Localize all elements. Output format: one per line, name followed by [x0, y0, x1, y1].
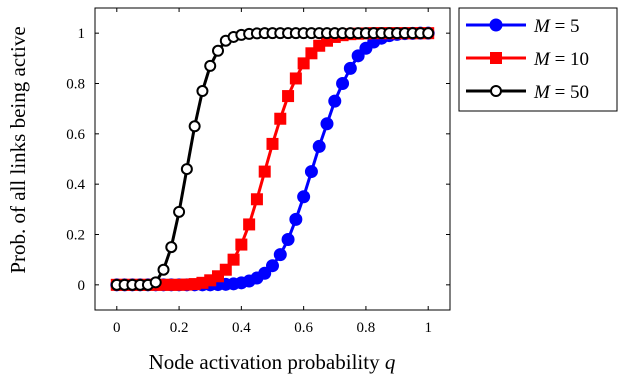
data-point	[266, 259, 279, 273]
data-point	[258, 165, 271, 178]
y-tick-label: 0.8	[66, 77, 85, 93]
data-point	[188, 120, 201, 133]
data-point	[289, 72, 302, 85]
data-point	[305, 47, 318, 60]
data-point	[219, 263, 232, 276]
legend-label: M = 50	[533, 82, 589, 103]
x-tick-label: 0.2	[170, 320, 189, 336]
data-point	[173, 205, 186, 218]
data-point	[196, 85, 209, 98]
series-3	[110, 27, 435, 291]
data-point	[250, 193, 263, 206]
y-tick-label: 1	[78, 26, 86, 42]
x-tick-label: 0	[113, 320, 121, 336]
x-tick-label: 0.6	[294, 320, 313, 336]
data-point	[157, 263, 170, 276]
legend: M = 5 M = 10 M = 50	[458, 7, 618, 112]
data-point	[212, 270, 225, 283]
legend-entry: M = 5	[466, 16, 580, 37]
data-point	[149, 276, 162, 289]
legend-swatch-marker	[490, 85, 502, 97]
plot-frame	[94, 7, 451, 311]
legend-swatch-marker	[490, 52, 502, 64]
data-point	[281, 233, 295, 247]
x-axis-label: Node activation probability q	[149, 350, 396, 374]
x-axis-label-main: Node activation probability	[149, 350, 385, 374]
y-axis-label: Prob. of all links being active	[6, 26, 30, 273]
data-point	[297, 57, 310, 70]
data-point	[212, 44, 225, 57]
data-point	[343, 61, 357, 75]
ticks: 0 0.2 0.4 0.6 0.8 1 0 0.2 0.4 0.6 0.8 1	[66, 8, 450, 336]
data-point	[266, 137, 279, 150]
x-tick-label: 0.4	[232, 320, 251, 336]
x-tick-label: 0.8	[357, 320, 376, 336]
x-tick-label: 1	[424, 320, 432, 336]
data-point	[274, 112, 287, 125]
data-point	[312, 139, 326, 153]
series	[110, 26, 435, 292]
data-point	[180, 163, 193, 176]
data-point	[282, 90, 295, 103]
x-axis-label-variable: q	[385, 350, 396, 374]
data-point	[235, 238, 248, 251]
legend-swatch-marker	[489, 18, 503, 32]
data-point	[258, 266, 272, 280]
data-point	[422, 27, 435, 40]
y-tick-label: 0.6	[66, 127, 85, 143]
data-point	[328, 94, 342, 108]
legend-entry: M = 50	[466, 82, 589, 103]
legend-entries: M = 5 M = 10 M = 50	[466, 16, 589, 103]
data-point	[336, 77, 350, 90]
data-point	[227, 253, 240, 266]
legend-entry: M = 10	[466, 49, 589, 70]
legend-label: M = 10	[533, 49, 589, 70]
data-point	[304, 165, 318, 179]
data-point	[320, 117, 334, 131]
data-point	[289, 212, 303, 226]
y-tick-label: 0.4	[66, 177, 85, 193]
data-point	[165, 241, 178, 254]
legend-label: M = 5	[533, 16, 580, 37]
y-tick-label: 0.2	[66, 228, 85, 244]
data-point	[273, 248, 287, 262]
data-point	[204, 59, 217, 72]
data-point	[351, 49, 365, 63]
y-tick-label: 0	[78, 278, 86, 294]
data-point	[297, 190, 311, 204]
data-point	[243, 218, 256, 231]
